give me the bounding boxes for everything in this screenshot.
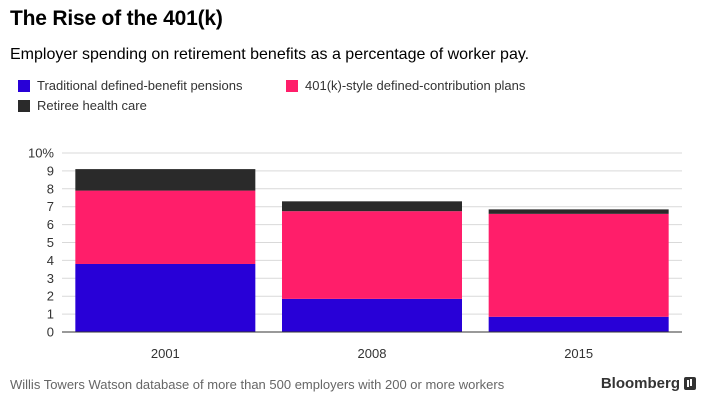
y-tick-label: 2 [47,289,54,304]
bloomberg-icon [684,377,696,390]
x-tick-label: 2015 [564,346,593,361]
legend-item: Traditional defined-benefit pensions [18,78,243,93]
y-tick-label: 10% [28,146,54,161]
bar-segment [75,190,256,264]
legend-swatch [18,79,30,92]
brand-logo: Bloomberg [601,375,696,392]
legend-label: Retiree health care [37,98,147,113]
bar-segment [75,169,256,191]
y-tick-label: 1 [47,307,54,322]
legend-swatch [18,99,30,112]
chart-subtitle: Employer spending on retirement benefits… [10,46,530,63]
chart-title: The Rise of the 401(k) [10,7,223,30]
legend-item: 401(k)-style defined-contribution plans [286,78,525,93]
brand-name: Bloomberg [600,375,680,392]
bar-segment [282,211,462,299]
y-tick-label: 7 [47,199,54,214]
y-tick-label: 3 [47,271,54,286]
source-note: Willis Towers Watson database of more th… [10,377,505,392]
y-tick-label: 6 [47,217,54,232]
y-tick-label: 4 [47,253,54,268]
bar-segment [282,298,462,332]
bar-segment [488,316,669,332]
y-tick-label: 9 [47,163,54,178]
y-tick-label: 5 [47,235,54,250]
x-tick-label: 2008 [358,346,387,361]
stacked-bar-chart: 0 1 2 3 4 5 6 7 8 9 10% 2001 2008 2015 [28,146,682,361]
bar-segment [488,213,669,317]
legend-label: Traditional defined-benefit pensions [37,78,243,93]
bar-segment [75,263,256,332]
x-tick-label: 2001 [151,346,180,361]
legend-swatch [286,79,298,92]
y-tick-label: 8 [47,181,54,196]
bar-segment [488,209,669,214]
bar-segment [282,201,462,212]
y-tick-label: 0 [47,325,54,340]
legend-label: 401(k)-style defined-contribution plans [305,78,526,93]
legend-item: Retiree health care [18,98,147,113]
